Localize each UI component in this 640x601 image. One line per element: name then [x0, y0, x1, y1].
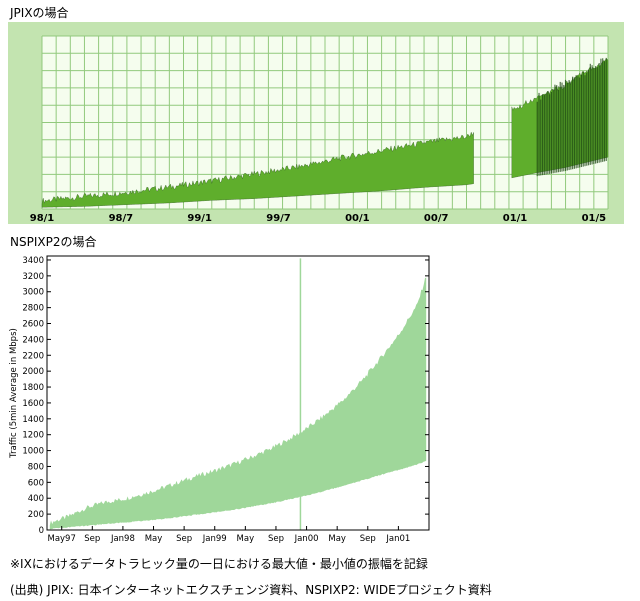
nsp-x-tick-label: May: [237, 534, 255, 544]
jpix-x-tick-label: 00/7: [424, 213, 449, 224]
nsp-y-tick-label: 2200: [22, 351, 44, 361]
nsp-x-tick-label: May97: [47, 534, 75, 544]
jpix-traffic-band: [41, 131, 474, 208]
nsp-y-tick-label: 400: [28, 494, 44, 504]
nsp-x-tick-label: Sep: [360, 534, 376, 544]
nsp-y-tick-label: 3400: [22, 256, 44, 266]
nsp-y-tick-label: 3000: [22, 288, 44, 298]
nsp-y-tick-label: 1600: [22, 399, 44, 409]
nsp-x-tick-label: Jan01: [385, 534, 410, 544]
jpix-x-tick-labels: 98/1 98/7 99/1 99/7 00/1 00/7 01/1 01/5: [30, 213, 606, 224]
jpix-heading: JPIXの場合: [10, 6, 69, 20]
nsp-y-tick-label: 1200: [22, 431, 44, 441]
jpix-x-tick-label: 99/7: [266, 213, 291, 224]
nsp-x-ticks: May97 Sep Jan98 May Sep Jan99 May Sep Jan00 May Se…: [47, 526, 410, 544]
nsp-marks: [49, 258, 427, 530]
source-caption: (出典) JPIX: 日本インターネットエクスチェンジ資料、NSPIXP2: W…: [10, 583, 492, 597]
nsp-traffic-band: [49, 277, 427, 530]
nsp-y-tick-label: 3200: [22, 272, 44, 282]
nsp-y-tick-label: 0: [39, 526, 44, 536]
nsp-y-tick-label: 2800: [22, 304, 44, 314]
nsp-x-tick-label: May: [328, 534, 346, 544]
nsp-x-tick-label: Sep: [176, 534, 192, 544]
nsp-chart: 0 200 400 600 800 1000 1200 1400 1600 1800 2000 220…: [8, 250, 438, 550]
nsp-x-tick-label: Jan99: [202, 534, 227, 544]
nsp-y-tick-label: 1400: [22, 415, 44, 425]
nsp-heading: NSPIXP2の場合: [10, 235, 97, 249]
jpix-x-tick-label: 01/1: [503, 213, 528, 224]
nsp-x-tick-label: Jan98: [110, 534, 135, 544]
nsp-y-tick-label: 800: [28, 462, 44, 472]
jpix-x-tick-label: 98/1: [30, 213, 55, 224]
jpix-x-tick-label: 99/1: [187, 213, 212, 224]
nsp-y-tick-label: 2400: [22, 335, 44, 345]
jpix-marks: [41, 57, 609, 208]
jpix-chart: 98/1 98/7 99/1 99/7 00/1 00/7 01/1 01/5: [8, 22, 624, 224]
nsp-plot-frame: [46, 255, 430, 531]
nsp-y-tick-label: 2600: [22, 320, 44, 330]
nsp-y-tick-label: 2000: [22, 367, 44, 377]
nsp-y-axis-label: Traffic (5min Average in Mbps): [9, 328, 19, 459]
jpix-x-tick-label: 01/5: [582, 213, 607, 224]
nsp-y-tick-label: 1800: [22, 383, 44, 393]
nsp-x-tick-label: May: [145, 534, 163, 544]
nsp-y-tick-label: 1000: [22, 447, 44, 457]
jpix-x-tick-label: 00/1: [345, 213, 370, 224]
nsp-y-ticks: 0 200 400 600 800 1000 1200 1400 1600 1800 2000 220…: [22, 256, 429, 536]
nsp-x-tick-label: Jan00: [294, 534, 319, 544]
jpix-x-tick-label: 98/7: [109, 213, 134, 224]
nsp-y-tick-label: 200: [28, 510, 44, 520]
nsp-x-tick-label: Sep: [268, 534, 284, 544]
nsp-y-tick-label: 600: [28, 478, 44, 488]
note-caption: ※IXにおけるデータトラヒック量の一日における最大値・最小値の振幅を記録: [10, 557, 428, 571]
nsp-x-tick-label: Sep: [84, 534, 100, 544]
